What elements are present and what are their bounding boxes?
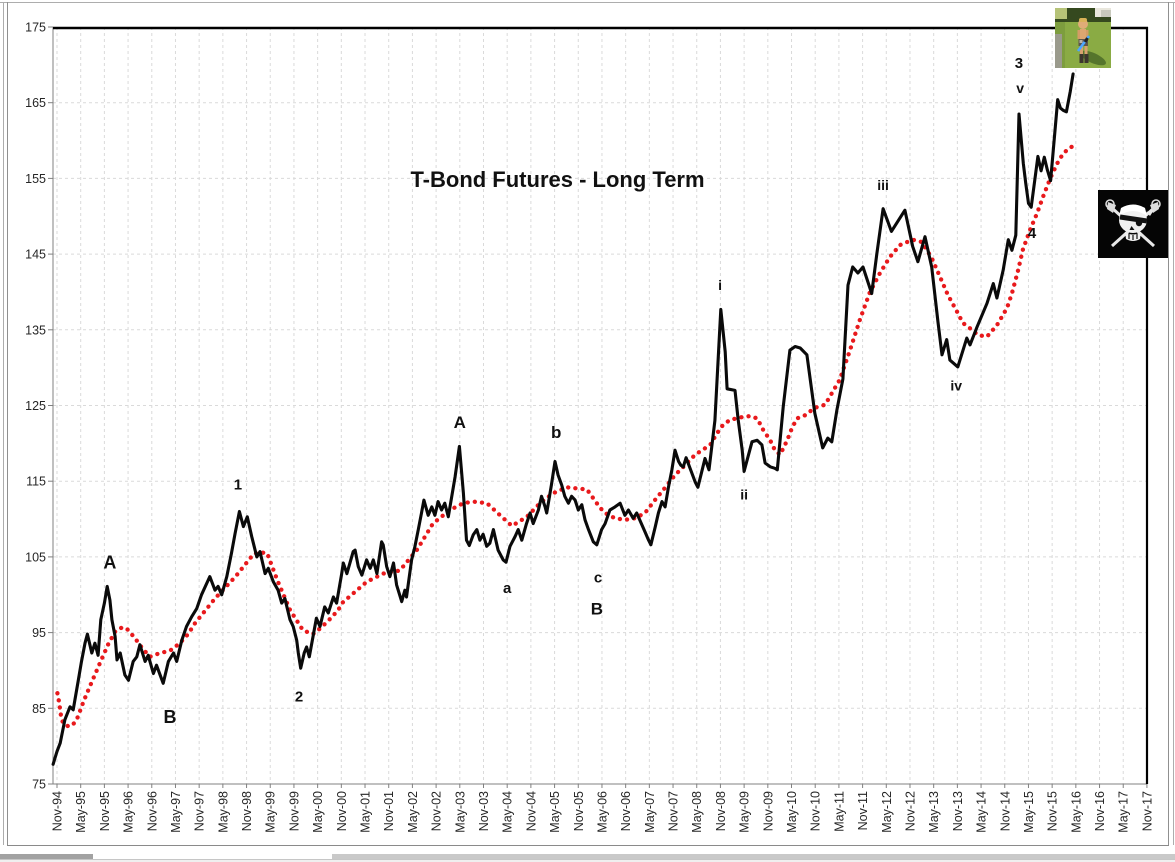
svg-text:105: 105 bbox=[25, 550, 46, 564]
chart-title: T-Bond Futures - Long Term bbox=[410, 167, 705, 192]
wave-label-v: v bbox=[1016, 80, 1024, 96]
wave-label-iv: iv bbox=[950, 378, 962, 394]
x-axis-labels: Nov-94 May-95 Nov-95 May-96 Nov-96 May-97 Nov-… bbox=[51, 791, 1155, 833]
svg-text:Nov-09: Nov-09 bbox=[761, 791, 775, 831]
svg-text:Nov-04: Nov-04 bbox=[524, 791, 538, 831]
svg-text:May-00: May-00 bbox=[311, 791, 325, 833]
wave-label-B: B bbox=[591, 599, 603, 618]
wave-label-c: c bbox=[594, 570, 602, 587]
svg-text:Nov-03: Nov-03 bbox=[477, 791, 491, 831]
svg-text:Nov-08: Nov-08 bbox=[714, 791, 728, 831]
svg-text:May-96: May-96 bbox=[122, 791, 136, 833]
svg-text:Nov-17: Nov-17 bbox=[1140, 791, 1154, 831]
wave-label-ii: ii bbox=[740, 487, 748, 503]
svg-text:Nov-00: Nov-00 bbox=[335, 791, 349, 831]
svg-text:Nov-12: Nov-12 bbox=[903, 791, 917, 831]
svg-text:May-99: May-99 bbox=[264, 791, 278, 833]
svg-text:May-16: May-16 bbox=[1069, 791, 1083, 833]
svg-text:May-02: May-02 bbox=[406, 791, 420, 833]
svg-text:75: 75 bbox=[32, 778, 46, 792]
svg-text:May-12: May-12 bbox=[880, 791, 894, 833]
svg-text:Nov-10: Nov-10 bbox=[809, 791, 823, 831]
wave-label-1: 1 bbox=[234, 476, 242, 493]
svg-text:165: 165 bbox=[25, 96, 46, 110]
svg-text:85: 85 bbox=[32, 702, 46, 716]
svg-text:125: 125 bbox=[25, 399, 46, 413]
svg-text:May-03: May-03 bbox=[453, 791, 467, 833]
svg-text:May-08: May-08 bbox=[690, 791, 704, 833]
svg-text:May-95: May-95 bbox=[74, 791, 88, 833]
wave-label-iii: iii bbox=[877, 177, 889, 193]
svg-text:Nov-95: Nov-95 bbox=[98, 791, 112, 831]
svg-text:Nov-02: Nov-02 bbox=[430, 791, 444, 831]
svg-text:May-14: May-14 bbox=[975, 791, 989, 833]
svg-text:May-13: May-13 bbox=[927, 791, 941, 833]
svg-text:115: 115 bbox=[26, 475, 46, 489]
svg-text:175: 175 bbox=[25, 21, 46, 35]
svg-text:May-01: May-01 bbox=[359, 791, 373, 833]
wave-label-2: 2 bbox=[295, 688, 303, 705]
bottom-bar-right-segment[interactable] bbox=[332, 854, 1175, 859]
svg-text:Nov-07: Nov-07 bbox=[667, 791, 681, 831]
bottom-bar-left-segment[interactable] bbox=[0, 854, 93, 859]
bottom-fill bbox=[0, 860, 1175, 862]
svg-text:May-15: May-15 bbox=[1022, 791, 1036, 833]
bottom-divider bbox=[0, 859, 1175, 860]
window-left-border bbox=[3, 2, 4, 845]
wave-label-B: B bbox=[163, 707, 176, 727]
chart-left-border bbox=[7, 2, 8, 845]
price-line bbox=[51, 72, 1075, 766]
svg-text:155: 155 bbox=[25, 172, 46, 186]
svg-text:Nov-13: Nov-13 bbox=[951, 791, 965, 831]
chart-right-border bbox=[1168, 2, 1169, 845]
moving-average-dotted-line bbox=[55, 143, 1077, 729]
svg-text:May-09: May-09 bbox=[738, 791, 752, 833]
wave-label-a: a bbox=[503, 580, 512, 597]
window-top-border bbox=[0, 2, 1175, 3]
svg-text:May-97: May-97 bbox=[169, 791, 183, 833]
svg-text:135: 135 bbox=[25, 323, 46, 337]
svg-text:May-04: May-04 bbox=[501, 791, 515, 833]
svg-text:Nov-96: Nov-96 bbox=[145, 791, 159, 831]
svg-text:Nov-16: Nov-16 bbox=[1093, 791, 1107, 831]
svg-text:Nov-15: Nov-15 bbox=[1046, 791, 1060, 831]
wave-label-b: b bbox=[551, 423, 561, 442]
svg-text:May-98: May-98 bbox=[216, 791, 230, 833]
window-right-border bbox=[1173, 2, 1174, 845]
svg-text:May-05: May-05 bbox=[548, 791, 562, 833]
svg-text:Nov-98: Nov-98 bbox=[240, 791, 254, 831]
tick-marks bbox=[48, 26, 1148, 788]
svg-text:Nov-94: Nov-94 bbox=[51, 791, 65, 831]
svg-text:145: 145 bbox=[25, 248, 46, 262]
svg-text:Nov-14: Nov-14 bbox=[998, 791, 1012, 831]
wave-label-A: A bbox=[454, 413, 466, 432]
svg-text:May-11: May-11 bbox=[832, 791, 846, 832]
svg-text:May-10: May-10 bbox=[785, 791, 799, 833]
svg-text:Nov-99: Nov-99 bbox=[287, 791, 301, 831]
wave-label-3: 3 bbox=[1015, 55, 1023, 72]
svg-text:Nov-11: Nov-11 bbox=[856, 791, 870, 830]
svg-text:May-17: May-17 bbox=[1117, 791, 1131, 833]
chart-bottom-border bbox=[7, 845, 1169, 846]
wave-label-A: A bbox=[103, 552, 116, 572]
svg-text:95: 95 bbox=[32, 626, 46, 640]
wave-label-4: 4 bbox=[1028, 225, 1037, 242]
svg-text:Nov-05: Nov-05 bbox=[572, 791, 586, 831]
svg-text:Nov-06: Nov-06 bbox=[619, 791, 633, 831]
wave-label-i: i bbox=[718, 277, 722, 293]
svg-text:Nov-97: Nov-97 bbox=[193, 791, 207, 831]
y-axis-labels: 75 85 95 105 115 125 135 145 155 165 175 bbox=[25, 21, 46, 792]
boy-photo-image bbox=[1055, 8, 1111, 68]
pirate-flag-image bbox=[1098, 190, 1168, 258]
gridlines bbox=[53, 27, 1148, 784]
svg-text:May-07: May-07 bbox=[643, 791, 657, 833]
svg-text:May-06: May-06 bbox=[595, 791, 609, 833]
svg-text:Nov-01: Nov-01 bbox=[382, 791, 396, 831]
